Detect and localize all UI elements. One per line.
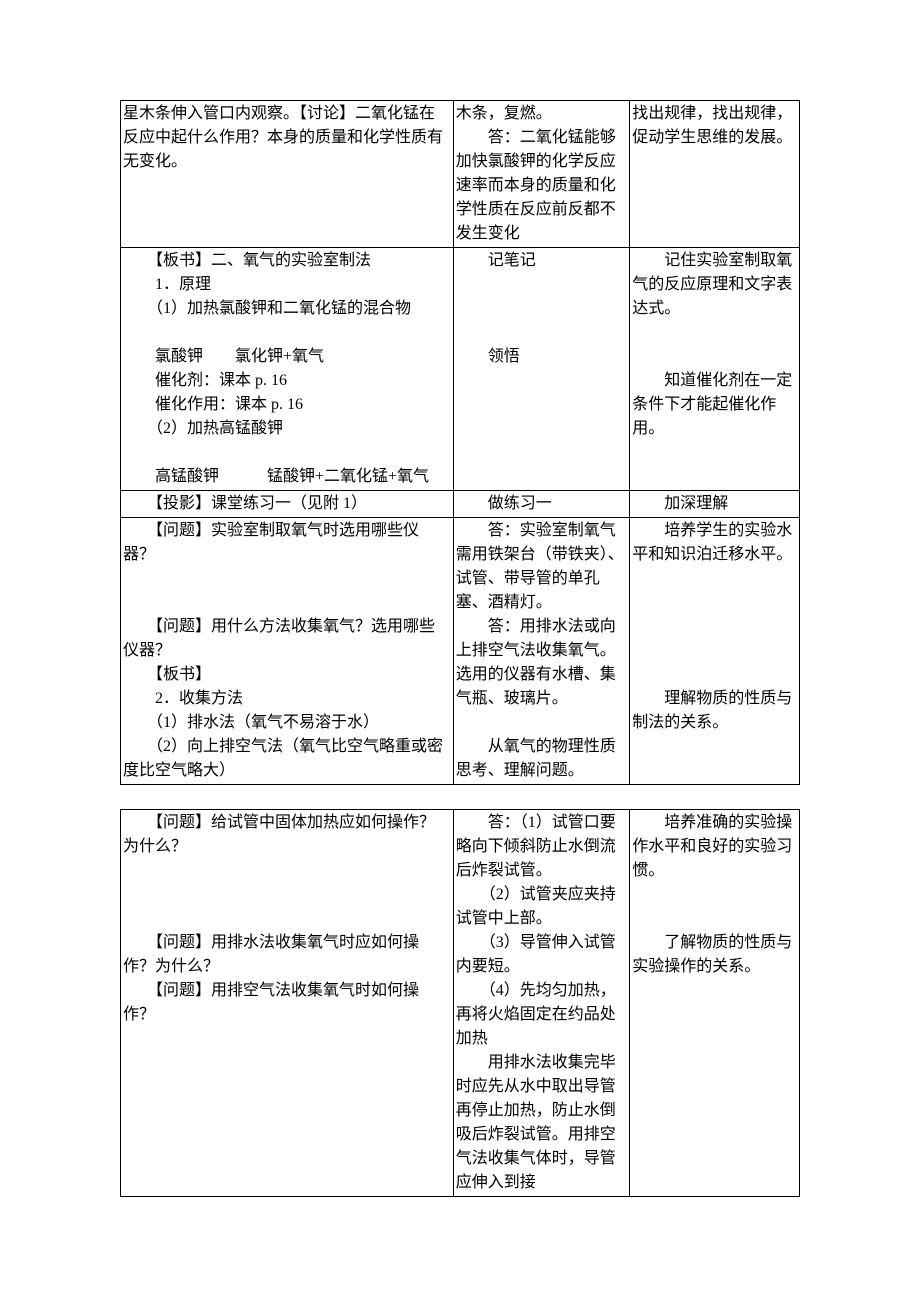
lesson-table-1: 星木条伸入管口内观察。【讨论】二氧化锰在反应中起什么作用？本身的质量和化学性质有… <box>120 100 800 785</box>
lesson-table-2: 【问题】给试管中固体加热应如何操作？为什么？ 【问题】用排水法收集氧气时应如何操… <box>120 809 800 1197</box>
cell-text: 培养准确的实验操作水平和良好的实验习惯。 <box>632 811 797 883</box>
cell-text: （2）试管夹应夹持试管中上部。 <box>456 883 628 931</box>
cell-text: 木条，复燃。 <box>456 102 628 126</box>
table-row: 【问题】实验室制取氧气时选用哪些仪器？ 【问题】用什么方法收集氧气？选用哪些仪器… <box>121 518 800 785</box>
table-separator <box>120 785 800 809</box>
cell-text: 做练习一 <box>456 492 628 516</box>
cell-text: 【问题】给试管中固体加热应如何操作？为什么？ <box>123 811 451 859</box>
cell-text: 催化剂：课本 p. 16 <box>123 369 451 393</box>
cell-text: 找出规律，找出规律，促动学生思维的发展。 <box>632 102 797 150</box>
cell-text: 【问题】实验室制取氧气时选用哪些仪器？ <box>123 519 451 567</box>
cell-text: 了解物质的性质与实验操作的关系。 <box>632 931 797 979</box>
cell-text: 答：实验室制氧气需用铁架台（带铁夹）、试管、带导管的单孔塞、酒精灯。 <box>456 519 628 615</box>
cell-text: 答：（1）试管口要略向下倾斜防止水倒流后炸裂试管。 <box>456 811 628 883</box>
document-page: 星木条伸入管口内观察。【讨论】二氧化锰在反应中起什么作用？本身的质量和化学性质有… <box>0 0 920 1257</box>
cell-text: 答：二氧化锰能够加快氯酸钾的化学反应速率而本身的质量和化学性质在反应前反都不发生… <box>456 126 628 246</box>
cell-text: 1．原理 <box>123 273 451 297</box>
cell-text: 理解物质的性质与制法的关系。 <box>632 687 797 735</box>
cell-text: 【板书】 <box>123 663 451 687</box>
cell-text: （1）加热氯酸钾和二氧化锰的混合物 <box>123 297 451 321</box>
cell-text: 用排水法收集完毕时应先从水中取出导管再停止加热，防止水倒吸后炸裂试管。用排空气法… <box>456 1051 628 1195</box>
cell-text: 记笔记 <box>456 249 628 273</box>
cell-text: 氯酸钾 氯化钾+氧气 <box>123 345 451 369</box>
cell-text: （3）导管伸入试管内要短。 <box>456 931 628 979</box>
cell-text: 高锰酸钾 锰酸钾+二氧化锰+氧气 <box>123 465 451 489</box>
cell-text: 【问题】用排水法收集氧气时应如何操作？为什么？ <box>123 931 451 979</box>
table-row: 【投影】课堂练习一（见附 1） 做练习一 加深理解 <box>121 491 800 518</box>
cell-text: 星木条伸入管口内观察。【讨论】二氧化锰在反应中起什么作用？本身的质量和化学性质有… <box>123 102 451 174</box>
cell-text: 答：用排水法或向上排空气法收集氧气。选用的仪器有水槽、集气瓶、玻璃片。 <box>456 615 628 711</box>
cell-text: （2）加热高锰酸钾 <box>123 417 451 441</box>
cell-text: 领悟 <box>456 345 628 369</box>
cell-text: 【板书】二、氧气的实验室制法 <box>123 249 451 273</box>
cell-text: （2）向上排空气法（氧气比空气略重或密度比空气略大） <box>123 735 451 783</box>
cell-text <box>123 441 451 465</box>
cell-text <box>123 321 451 345</box>
cell-text: 【问题】用什么方法收集氧气？选用哪些仪器？ <box>123 615 451 663</box>
cell-text: 知道催化剂在一定条件下才能起催化作用。 <box>632 369 797 441</box>
cell-text: 从氧气的物理性质思考、理解问题。 <box>456 735 628 783</box>
cell-text: （1）排水法（氧气不易溶于水） <box>123 711 451 735</box>
cell-text: 2．收集方法 <box>123 687 451 711</box>
table-row: 【板书】二、氧气的实验室制法 1．原理 （1）加热氯酸钾和二氧化锰的混合物 氯酸… <box>121 248 800 491</box>
table-row: 【问题】给试管中固体加热应如何操作？为什么？ 【问题】用排水法收集氧气时应如何操… <box>121 810 800 1197</box>
cell-text: 催化作用：课本 p. 16 <box>123 393 451 417</box>
cell-text: 【投影】课堂练习一（见附 1） <box>123 492 451 516</box>
cell-text: 培养学生的实验水平和知识泊迁移水平。 <box>632 519 797 567</box>
table-row: 星木条伸入管口内观察。【讨论】二氧化锰在反应中起什么作用？本身的质量和化学性质有… <box>121 101 800 248</box>
cell-text: 记住实验室制取氧气的反应原理和文字表达式。 <box>632 249 797 321</box>
cell-text: 加深理解 <box>632 492 797 516</box>
cell-text: 【问题】用排空气法收集氧气时如何操作？ <box>123 979 451 1027</box>
cell-text: （4）先均匀加热，再将火焰固定在约品处加热 <box>456 979 628 1051</box>
